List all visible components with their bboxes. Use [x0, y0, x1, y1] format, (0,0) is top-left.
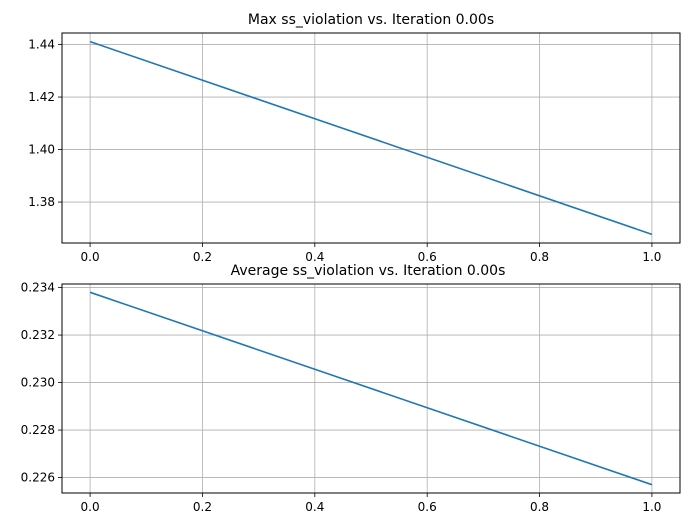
- series-line: [89, 291, 653, 486]
- y-tick-label: 0.226: [21, 471, 55, 485]
- y-tick-label: 1.44: [28, 38, 55, 52]
- x-tick-label: 0.4: [305, 500, 324, 514]
- x-tick-label: 1.0: [642, 250, 661, 264]
- plot-frame: [61, 32, 681, 244]
- x-tick-label: 0.2: [193, 500, 212, 514]
- y-tick-label: 0.232: [21, 328, 55, 342]
- y-tick-label: 1.42: [28, 90, 55, 104]
- y-tick-label: 0.234: [21, 281, 55, 295]
- x-tick-label: 0.6: [418, 250, 437, 264]
- subplot-average: Average ss_violation vs. Iteration 0.00s…: [21, 263, 681, 514]
- chart-title: Max ss_violation vs. Iteration 0.00s: [248, 12, 494, 28]
- plot-frame: [61, 283, 681, 494]
- series-line: [89, 40, 653, 236]
- subplot-max: Max ss_violation vs. Iteration 0.00s 0.0…: [28, 12, 681, 264]
- x-tick-label: 0.4: [305, 250, 324, 264]
- x-tick-label: 0.8: [530, 500, 549, 514]
- y-tick-label: 1.38: [28, 195, 55, 209]
- y-tick-label: 0.230: [21, 376, 55, 390]
- x-tick-label: 0.8: [530, 250, 549, 264]
- x-tick-label: 0.2: [193, 250, 212, 264]
- x-tick-label: 0.0: [81, 500, 100, 514]
- y-tick-label: 1.40: [28, 143, 55, 157]
- x-tick-label: 0.0: [81, 250, 100, 264]
- x-tick-label: 0.6: [418, 500, 437, 514]
- x-tick-label: 1.0: [642, 500, 661, 514]
- y-tick-label: 0.228: [21, 423, 55, 437]
- chart-title: Average ss_violation vs. Iteration 0.00s: [231, 263, 506, 279]
